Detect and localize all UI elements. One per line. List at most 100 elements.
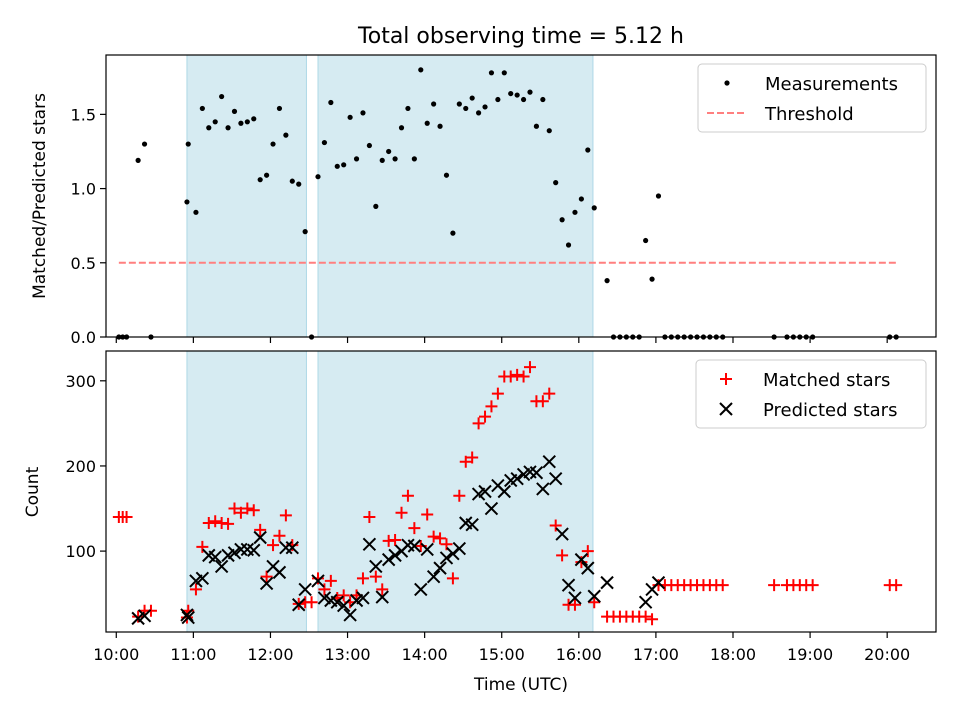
measurement-point-11	[212, 119, 218, 125]
matched-point-35	[363, 511, 376, 524]
predicted-point-8	[214, 559, 229, 574]
matched-point-17	[247, 504, 260, 517]
matched-point-41	[401, 489, 414, 502]
predicted-point-58	[542, 454, 556, 469]
measurement-point-79	[655, 193, 662, 199]
figure-title: Total observing time = 5.12 h	[357, 24, 684, 49]
matched-point-52	[472, 417, 485, 430]
matched-point-2	[120, 511, 133, 524]
measurement-point-34	[360, 110, 366, 116]
measurement-point-25	[302, 229, 308, 235]
measurement-point-49	[456, 101, 462, 107]
legend-predicted-label: Predicted stars	[763, 400, 897, 421]
measurement-point-41	[405, 105, 411, 112]
matched-point-20	[267, 539, 280, 552]
predicted-point-27	[343, 608, 357, 622]
measurement-point-57	[508, 90, 514, 97]
matched-point-9	[196, 540, 209, 553]
measurement-point-55	[495, 96, 501, 103]
legend-threshold-label: Threshold	[764, 104, 854, 125]
matched-point-67	[568, 598, 581, 611]
predicted-point-1	[137, 609, 152, 623]
measurement-point-54	[488, 70, 495, 76]
matched-point-51	[466, 451, 479, 464]
matched-point-60	[523, 361, 536, 374]
measurement-point-38	[386, 148, 392, 155]
bottom-plot-frame	[105, 350, 937, 633]
top-y-tick-label-2: 1.0	[71, 180, 96, 199]
predicted-point-32	[375, 590, 389, 604]
predicted-point-59	[548, 472, 563, 486]
measurement-point-6	[184, 199, 190, 205]
measurement-point-28	[321, 139, 328, 146]
predicted-point-22	[311, 574, 325, 588]
predicted-point-11	[234, 542, 248, 557]
measurement-point-53	[482, 104, 488, 110]
x-tick-label-3: 13:00	[324, 645, 370, 664]
top-legend: Measurements Threshold	[697, 63, 927, 133]
measurement-point-63	[546, 128, 552, 134]
predicted-point-39	[420, 542, 434, 557]
predicted-point-48	[478, 484, 492, 499]
x-tick-label-5: 15:00	[479, 645, 525, 664]
measurement-point-20	[270, 141, 276, 147]
bottom-y-axis-label: Count	[23, 466, 43, 517]
matched-point-89	[716, 579, 729, 592]
matched-point-21	[273, 529, 286, 542]
bottom-y-tick-label-0: 100	[65, 542, 96, 561]
matched-point-42	[408, 522, 421, 535]
matched-point-55	[491, 387, 504, 400]
predicted-point-5	[195, 571, 210, 586]
predicted-point-44	[452, 541, 467, 556]
matched-point-19	[260, 570, 273, 583]
predicted-point-46	[465, 518, 479, 532]
measurement-point-78	[649, 276, 655, 282]
measurement-point-16	[244, 119, 250, 125]
top-y-tick-label-1: 0.5	[71, 254, 96, 273]
top-y-ticks: 0.0 0.5 1.0 1.5	[71, 105, 106, 347]
matched-point-13	[222, 517, 235, 530]
predicted-point-25	[330, 595, 344, 609]
matched-point-77	[639, 610, 652, 623]
bottom-y-tick-label-2: 300	[65, 372, 96, 391]
measurement-point-68	[578, 196, 584, 202]
x-tick-label-0: 10:00	[93, 645, 139, 664]
matched-point-10	[202, 517, 215, 530]
predicted-point-49	[484, 501, 499, 516]
matched-point-62	[536, 395, 549, 408]
matched-point-31	[337, 589, 350, 602]
predicted-point-18	[279, 540, 293, 555]
measurement-point-13	[225, 125, 231, 131]
x-tick-label-4: 14:00	[402, 645, 448, 664]
predicted-point-37	[407, 539, 422, 553]
measurement-point-3	[135, 157, 141, 163]
bottom-legend-box	[695, 359, 927, 429]
measurement-point-44	[424, 120, 430, 126]
matched-point-49	[453, 489, 466, 502]
measurement-point-59	[520, 96, 527, 103]
measurement-point-4	[141, 141, 148, 147]
matched-point-97	[890, 579, 903, 592]
matched-point-22	[279, 509, 292, 522]
measurement-point-31	[341, 162, 347, 168]
measurement-point-46	[437, 123, 443, 129]
measurement-point-47	[443, 172, 450, 178]
matched-point-58	[511, 368, 524, 381]
predicted-point-51	[497, 484, 512, 499]
measurement-point-77	[643, 237, 649, 244]
measurement-point-65	[559, 217, 565, 223]
measurement-point-61	[533, 123, 540, 129]
x-tick-label-9: 19:00	[787, 645, 833, 664]
predicted-point-64	[581, 561, 595, 575]
matched-point-39	[389, 534, 402, 547]
predicted-point-14	[253, 530, 267, 545]
matched-point-45	[427, 530, 440, 543]
measurement-point-21	[276, 105, 283, 112]
top-x-ticks	[115, 337, 888, 343]
top-observing-window-1	[317, 54, 594, 338]
measurement-point-69	[585, 147, 591, 153]
measurement-point-22	[283, 132, 289, 138]
measurement-point-23	[289, 178, 295, 184]
x-tick-label-8: 18:00	[710, 645, 756, 664]
